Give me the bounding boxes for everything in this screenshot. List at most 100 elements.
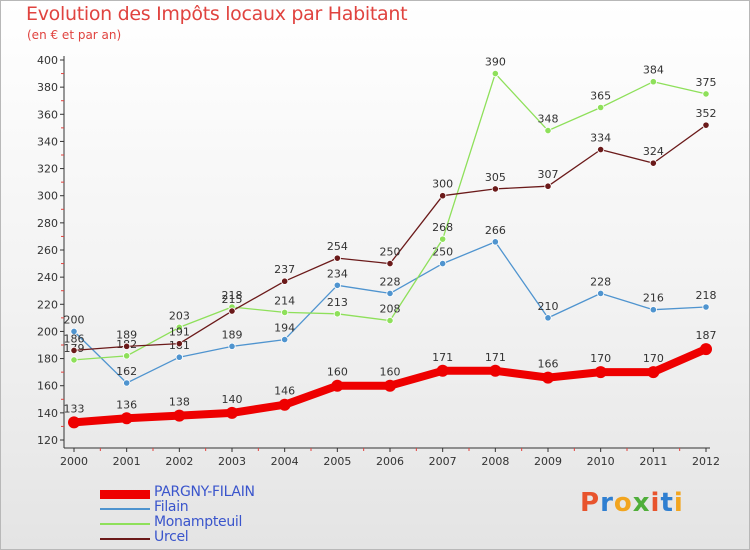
data-label: 133 <box>64 402 85 415</box>
data-label: 194 <box>274 322 295 335</box>
data-label: 384 <box>643 64 664 77</box>
data-point <box>70 327 78 336</box>
data-point <box>281 308 289 317</box>
data-label: 390 <box>485 56 506 69</box>
logo-letter: i <box>673 488 684 518</box>
x-tick-label: 2011 <box>639 455 667 468</box>
data-label: 138 <box>169 396 190 409</box>
data-point <box>649 159 657 167</box>
data-label: 268 <box>432 221 453 234</box>
x-tick-label: 2010 <box>587 455 615 468</box>
data-point <box>439 235 447 243</box>
data-label: 365 <box>590 90 611 103</box>
data-point <box>491 185 499 193</box>
data-label: 170 <box>643 352 664 365</box>
data-point <box>439 192 447 200</box>
data-label: 254 <box>327 240 348 253</box>
y-tick-label: 260 <box>37 244 58 257</box>
data-point <box>597 289 605 298</box>
data-label: 213 <box>327 296 348 309</box>
x-tick-label: 2002 <box>165 455 193 468</box>
y-tick-label: 140 <box>37 407 58 420</box>
data-label: 210 <box>538 300 559 313</box>
y-tick-label: 200 <box>37 325 58 338</box>
data-label: 352 <box>696 107 717 120</box>
data-point <box>281 335 289 344</box>
y-tick-label: 400 <box>37 54 58 67</box>
data-point <box>70 356 78 364</box>
logo-letter: t <box>660 488 674 518</box>
data-label: 218 <box>222 289 243 302</box>
data-point <box>647 366 660 379</box>
chart-title: Evolution des Impôts locaux par Habitant <box>26 3 408 25</box>
legend-swatch <box>100 523 150 525</box>
data-point <box>702 121 710 129</box>
data-point <box>70 346 78 355</box>
data-label: 234 <box>327 267 348 280</box>
data-label: 250 <box>432 246 453 259</box>
y-tick-label: 340 <box>37 135 58 148</box>
data-point <box>278 398 291 411</box>
data-point <box>386 316 394 325</box>
data-label: 191 <box>169 326 190 339</box>
data-point <box>491 69 499 78</box>
data-point <box>333 310 341 318</box>
x-tick-label: 2001 <box>113 455 141 468</box>
data-point <box>649 78 657 86</box>
y-tick-label: 220 <box>37 298 58 311</box>
x-tick-label: 2003 <box>218 455 246 468</box>
data-point <box>123 379 131 387</box>
data-label: 218 <box>696 289 717 302</box>
y-tick-label: 380 <box>37 81 58 94</box>
data-label: 216 <box>643 292 664 305</box>
data-label: 160 <box>327 366 348 379</box>
logo-letter: x <box>632 488 651 518</box>
logo-letter: o <box>613 488 633 518</box>
data-point <box>542 371 554 384</box>
data-label: 334 <box>590 132 611 145</box>
data-label: 208 <box>380 303 401 316</box>
data-point <box>544 182 552 190</box>
data-label: 189 <box>116 328 137 341</box>
data-point <box>544 314 552 322</box>
data-point <box>281 277 289 285</box>
data-point <box>175 340 183 348</box>
x-tick-label: 2005 <box>323 455 351 468</box>
data-point <box>175 323 183 331</box>
data-label: 200 <box>64 313 85 326</box>
data-label: 307 <box>538 168 559 181</box>
x-tick-label: 2008 <box>481 455 509 468</box>
data-point <box>597 145 605 154</box>
data-label: 189 <box>222 328 243 341</box>
data-label: 171 <box>485 351 506 364</box>
y-tick-label: 300 <box>37 190 58 203</box>
data-point <box>594 366 607 379</box>
data-point <box>436 364 449 377</box>
data-label: 305 <box>485 171 506 184</box>
x-tick-label: 2006 <box>376 455 404 468</box>
data-point <box>491 238 499 246</box>
data-label: 136 <box>116 398 137 411</box>
data-point <box>597 103 605 112</box>
data-label: 375 <box>696 76 717 89</box>
data-point <box>439 259 447 268</box>
data-label: 237 <box>274 263 295 276</box>
x-tick-label: 2012 <box>692 455 720 468</box>
data-label: 171 <box>432 351 453 364</box>
data-label: 266 <box>485 224 506 237</box>
legend-label: Urcel <box>154 529 189 545</box>
x-tick-label: 2004 <box>271 455 299 468</box>
data-point <box>386 289 394 298</box>
data-label: 228 <box>590 275 611 288</box>
data-point <box>226 406 238 419</box>
data-label: 250 <box>380 246 401 259</box>
legend-swatch <box>100 508 150 510</box>
data-label: 160 <box>380 366 401 379</box>
data-label: 300 <box>432 178 453 191</box>
chart-subtitle: (en € et par an) <box>27 28 122 42</box>
data-point <box>173 409 186 422</box>
data-label: 146 <box>274 385 295 398</box>
data-point <box>649 306 657 314</box>
